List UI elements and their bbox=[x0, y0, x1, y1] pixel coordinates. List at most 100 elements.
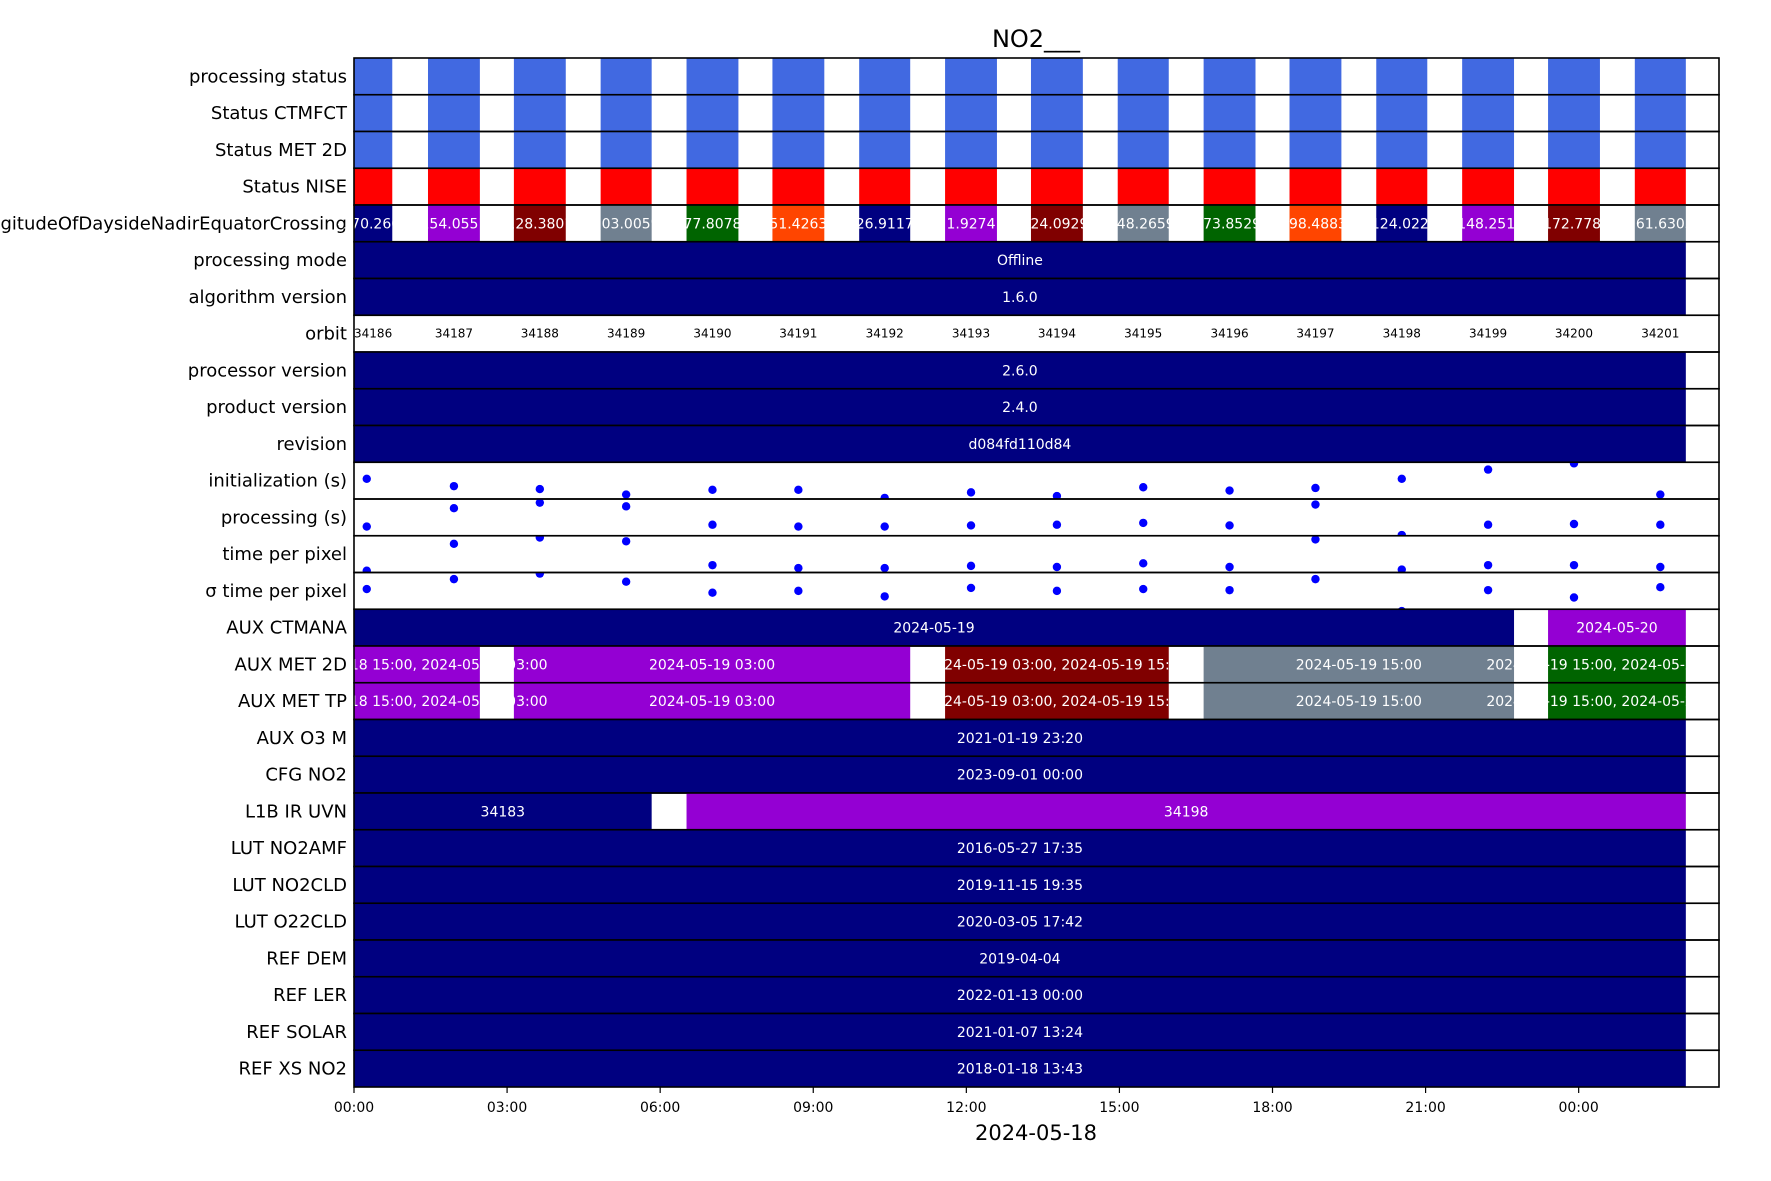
granule-value: -98.4883 bbox=[1284, 216, 1347, 232]
row-7: orbit 34186 34187 34188 34189 34190 34191 34192… bbox=[305, 314, 1720, 353]
span-label: 2.6.0 bbox=[1002, 363, 1038, 379]
row-frame bbox=[353, 498, 1720, 537]
span-bar bbox=[945, 646, 1169, 683]
row-label: CFG NO2 bbox=[265, 765, 347, 786]
span-label: 2021-01-19 23:20 bbox=[957, 731, 1083, 747]
data-point bbox=[362, 474, 371, 483]
granule-cell bbox=[1376, 58, 1428, 95]
span-bar bbox=[1548, 682, 1686, 720]
span-bar bbox=[945, 682, 1169, 720]
data-point bbox=[362, 522, 371, 531]
granule-cell bbox=[513, 58, 566, 95]
data-point bbox=[1139, 518, 1148, 528]
span-bar bbox=[354, 646, 480, 683]
data-point bbox=[880, 522, 889, 531]
row-frame bbox=[353, 534, 1720, 574]
span-bar bbox=[354, 756, 1686, 793]
row-label: orbit bbox=[305, 324, 347, 345]
span-label: 2024-05-19 03:00 bbox=[649, 694, 775, 710]
data-point bbox=[966, 521, 976, 530]
span-label: 2024-05-19 03:00 bbox=[649, 657, 775, 673]
span-bar bbox=[354, 940, 1686, 977]
granule-cell bbox=[945, 58, 997, 95]
granule-cell bbox=[1548, 205, 1600, 242]
granule-cell bbox=[1030, 94, 1083, 132]
row-0: processing status bbox=[189, 57, 1720, 96]
row-3: Status NISE bbox=[242, 167, 1720, 206]
row-frame bbox=[353, 571, 1720, 611]
span-bar bbox=[354, 682, 480, 720]
data-point bbox=[1052, 520, 1062, 529]
data-point bbox=[1569, 462, 1579, 468]
granule-value: -48.2659 bbox=[1112, 216, 1175, 232]
granule-cell bbox=[1634, 94, 1686, 132]
data-point bbox=[535, 499, 545, 507]
row-label: LUT O22CLD bbox=[234, 912, 347, 933]
data-point bbox=[1656, 583, 1665, 592]
granule-cell bbox=[686, 131, 739, 169]
data-point bbox=[621, 490, 631, 499]
span-label: 34183 bbox=[481, 804, 526, 820]
granule-cell bbox=[1634, 58, 1686, 95]
span-bar bbox=[354, 976, 1686, 1014]
span-label: 2020-03-05 17:42 bbox=[957, 915, 1083, 931]
orbit-label: 34191 bbox=[779, 327, 817, 341]
span-label: 2.4.0 bbox=[1002, 400, 1038, 416]
granule-cell bbox=[427, 58, 480, 95]
granule-cell bbox=[859, 58, 911, 95]
data-point bbox=[1139, 559, 1148, 568]
span-label: 2024-05-19 15:00, 2024-05-20 03:00 bbox=[1486, 657, 1747, 673]
row-9: product version 2.4.0 bbox=[206, 387, 1720, 427]
x-tick-label: 15:00 bbox=[1099, 1100, 1139, 1116]
row-label: REF DEM bbox=[266, 948, 347, 969]
x-tick-label: 09:00 bbox=[793, 1100, 833, 1116]
row-21: LUT NO2AMF 2016-05-27 17:35 bbox=[231, 828, 1720, 868]
data-point bbox=[880, 592, 889, 601]
granule-cell bbox=[1462, 58, 1515, 95]
span-label: 2016-05-27 17:35 bbox=[957, 841, 1083, 857]
granule-cell bbox=[354, 131, 393, 169]
granule-cell bbox=[945, 94, 997, 132]
data-point bbox=[1052, 491, 1062, 499]
orbit-label: 34200 bbox=[1555, 327, 1593, 341]
row-label: AUX MET 2D bbox=[235, 654, 347, 675]
span-label: 2018-01-18 13:43 bbox=[957, 1062, 1083, 1078]
granule-cell bbox=[945, 168, 997, 205]
row-15: AUX CTMANA 2024-05-19 2024-05-20 bbox=[226, 608, 1720, 647]
data-point bbox=[621, 577, 631, 586]
data-point bbox=[1397, 565, 1406, 573]
row-label: initialization (s) bbox=[208, 471, 347, 492]
granule-value: -124.0225 bbox=[1366, 216, 1438, 232]
granule-value: 77.8078 bbox=[684, 216, 742, 232]
span-bar bbox=[354, 829, 1686, 867]
granule-cell bbox=[1376, 94, 1428, 132]
span-bar bbox=[513, 646, 911, 683]
granule-value: -73.8529 bbox=[1198, 216, 1261, 232]
row-label: time per pixel bbox=[222, 544, 347, 565]
granule-cell bbox=[513, 205, 566, 242]
granule-cell bbox=[427, 94, 480, 132]
granule-value: 161.6305 bbox=[1627, 216, 1694, 232]
row-18: AUX O3 M 2021-01-19 23:20 bbox=[257, 718, 1720, 758]
row-22: LUT NO2CLD 2019-11-15 19:35 bbox=[232, 865, 1720, 905]
granule-cell bbox=[1634, 205, 1686, 242]
span-bar bbox=[354, 1013, 1686, 1051]
data-point bbox=[621, 502, 631, 511]
granule-cell bbox=[1548, 94, 1600, 132]
granule-cell bbox=[1376, 131, 1428, 169]
granule-cell bbox=[772, 131, 825, 169]
granule-value: -148.2515 bbox=[1452, 216, 1524, 232]
span-label: 2019-04-04 bbox=[979, 951, 1060, 967]
granule-cell bbox=[513, 131, 566, 169]
data-point bbox=[1656, 562, 1665, 572]
span-bar bbox=[1203, 646, 1515, 683]
data-point bbox=[794, 485, 803, 495]
data-point bbox=[966, 561, 976, 571]
granule-cell bbox=[354, 205, 393, 242]
row-label: processing status bbox=[189, 66, 347, 87]
data-point bbox=[1225, 486, 1234, 495]
data-point bbox=[1569, 593, 1579, 602]
row-label: product version bbox=[206, 397, 347, 418]
orbit-label: 34186 bbox=[354, 327, 392, 341]
